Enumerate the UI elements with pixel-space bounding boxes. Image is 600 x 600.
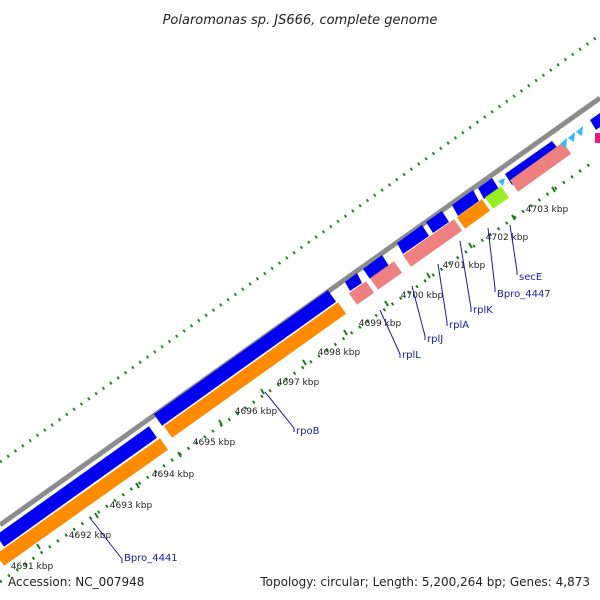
gene-label-leader	[459, 240, 472, 312]
repeat-mark-4	[576, 126, 583, 136]
tick-mark	[511, 214, 516, 221]
cds-arrow-2	[363, 255, 389, 279]
rna-segment-4	[509, 142, 572, 192]
rna-segment-1	[348, 281, 375, 305]
tick-label: 4692 kbp	[69, 531, 112, 541]
tick-mark	[177, 451, 182, 458]
repeat-mark-2	[560, 138, 567, 148]
cds-arrow-8	[590, 113, 600, 130]
tick-label: 4699 kbp	[359, 319, 402, 329]
gene-label: rplL	[402, 350, 421, 361]
gene-label-leader	[437, 263, 448, 326]
tick-group: 4691 kbp 4692 kbp 4693 kbp 4694 kbp 4695 kbp…	[11, 186, 569, 572]
gene-label-leader	[411, 285, 426, 340]
tick-mark	[426, 272, 431, 279]
tick-label: 4695 kbp	[193, 438, 236, 448]
gene-rpob	[0, 438, 169, 566]
gene-track	[0, 186, 509, 566]
tick-label: 4693 kbp	[110, 501, 153, 511]
tick-label: 4696 kbp	[235, 407, 278, 417]
tick-label: 4697 kbp	[277, 378, 320, 388]
rna-segment-3	[402, 219, 463, 267]
rna-track	[348, 142, 572, 305]
map-title: Polaromonas sp. JS666, complete genome	[163, 13, 438, 28]
cds-forward-track	[0, 113, 600, 547]
gene-label-leader	[89, 517, 123, 563]
gene-label: Bpro_4441	[124, 553, 178, 564]
tick-mark	[343, 329, 348, 336]
gene-label: secE	[519, 272, 542, 283]
cds-arrow-3	[397, 225, 429, 254]
tick-mark	[94, 512, 99, 519]
tick-label: 4691 kbp	[11, 562, 54, 572]
tick-mark	[302, 359, 307, 366]
genome-summary-text: Topology: circular; Length: 5,200,264 bp…	[259, 575, 590, 589]
tick-mark	[135, 482, 140, 489]
tick-mark	[218, 419, 223, 426]
gene-label: rplA	[449, 320, 469, 331]
cds-arrow-4	[426, 211, 449, 233]
repeat-mark-1	[498, 178, 505, 186]
rna-segment-2	[369, 261, 403, 290]
tick-mark	[260, 388, 265, 395]
gene-misc	[485, 186, 509, 209]
tick-label: 4703 kbp	[526, 205, 569, 215]
repeat-marks	[498, 126, 600, 186]
cds-rpob	[0, 426, 158, 547]
cds-rpoc	[153, 290, 337, 426]
tick-mark	[468, 242, 473, 249]
gene-label-leader	[379, 309, 401, 358]
gene-label-group: Bpro_4441 rpoB rplL rplJ rplA rplK Bpro_4447 se…	[89, 224, 551, 564]
gene-label: rplK	[473, 305, 493, 316]
gene-rplk	[456, 199, 491, 229]
tick-mark	[384, 300, 389, 307]
accession-text: Accession: NC_007948	[8, 575, 144, 589]
cds-arrow-5	[452, 190, 479, 216]
gene-label-leader	[509, 224, 518, 275]
cds-arrow-1	[345, 273, 362, 291]
repeat-mark-3	[568, 132, 575, 142]
gene-label-leader	[264, 391, 295, 432]
gene-label-leader	[487, 227, 496, 292]
gene-rpoc	[163, 302, 347, 438]
tick-mark	[551, 186, 556, 193]
tick-label: 4702 kbp	[486, 233, 529, 243]
outer-dotted-track	[0, 33, 600, 464]
minor-ticks	[0, 162, 591, 584]
gene-label: rpoB	[296, 426, 320, 437]
gene-label: Bpro_4447	[497, 289, 551, 300]
tick-label: 4700 kbp	[401, 291, 444, 301]
cds-arrow-6	[478, 178, 499, 199]
gene-label: rplJ	[427, 334, 443, 345]
marker-mark	[595, 133, 600, 143]
tick-label: 4694 kbp	[152, 470, 195, 480]
tick-mark	[36, 543, 41, 550]
tick-label: 4698 kbp	[318, 348, 361, 358]
